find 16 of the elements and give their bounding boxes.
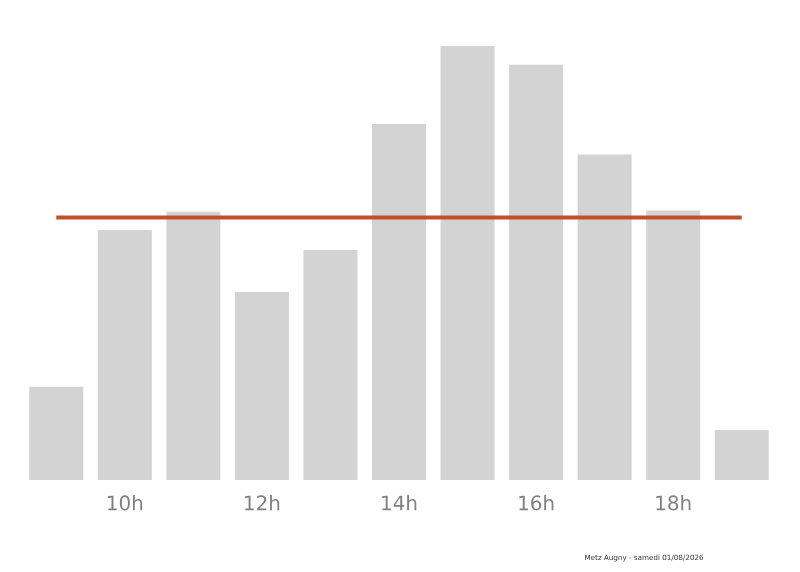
bar [714,430,769,480]
bar [372,124,427,480]
bar [646,210,701,480]
bar [303,249,358,480]
bar [509,64,564,480]
bar [29,386,84,480]
x-tick-label: 14h [382,495,417,511]
bar [234,292,289,480]
bar [440,45,495,480]
bar [166,211,221,480]
x-tick-label: 18h [656,495,691,511]
bar [577,154,632,480]
x-tick-label: 12h [245,495,280,511]
x-tick-label: 16h [519,495,554,511]
bar [97,230,152,480]
x-tick-label: 10h [108,495,143,511]
